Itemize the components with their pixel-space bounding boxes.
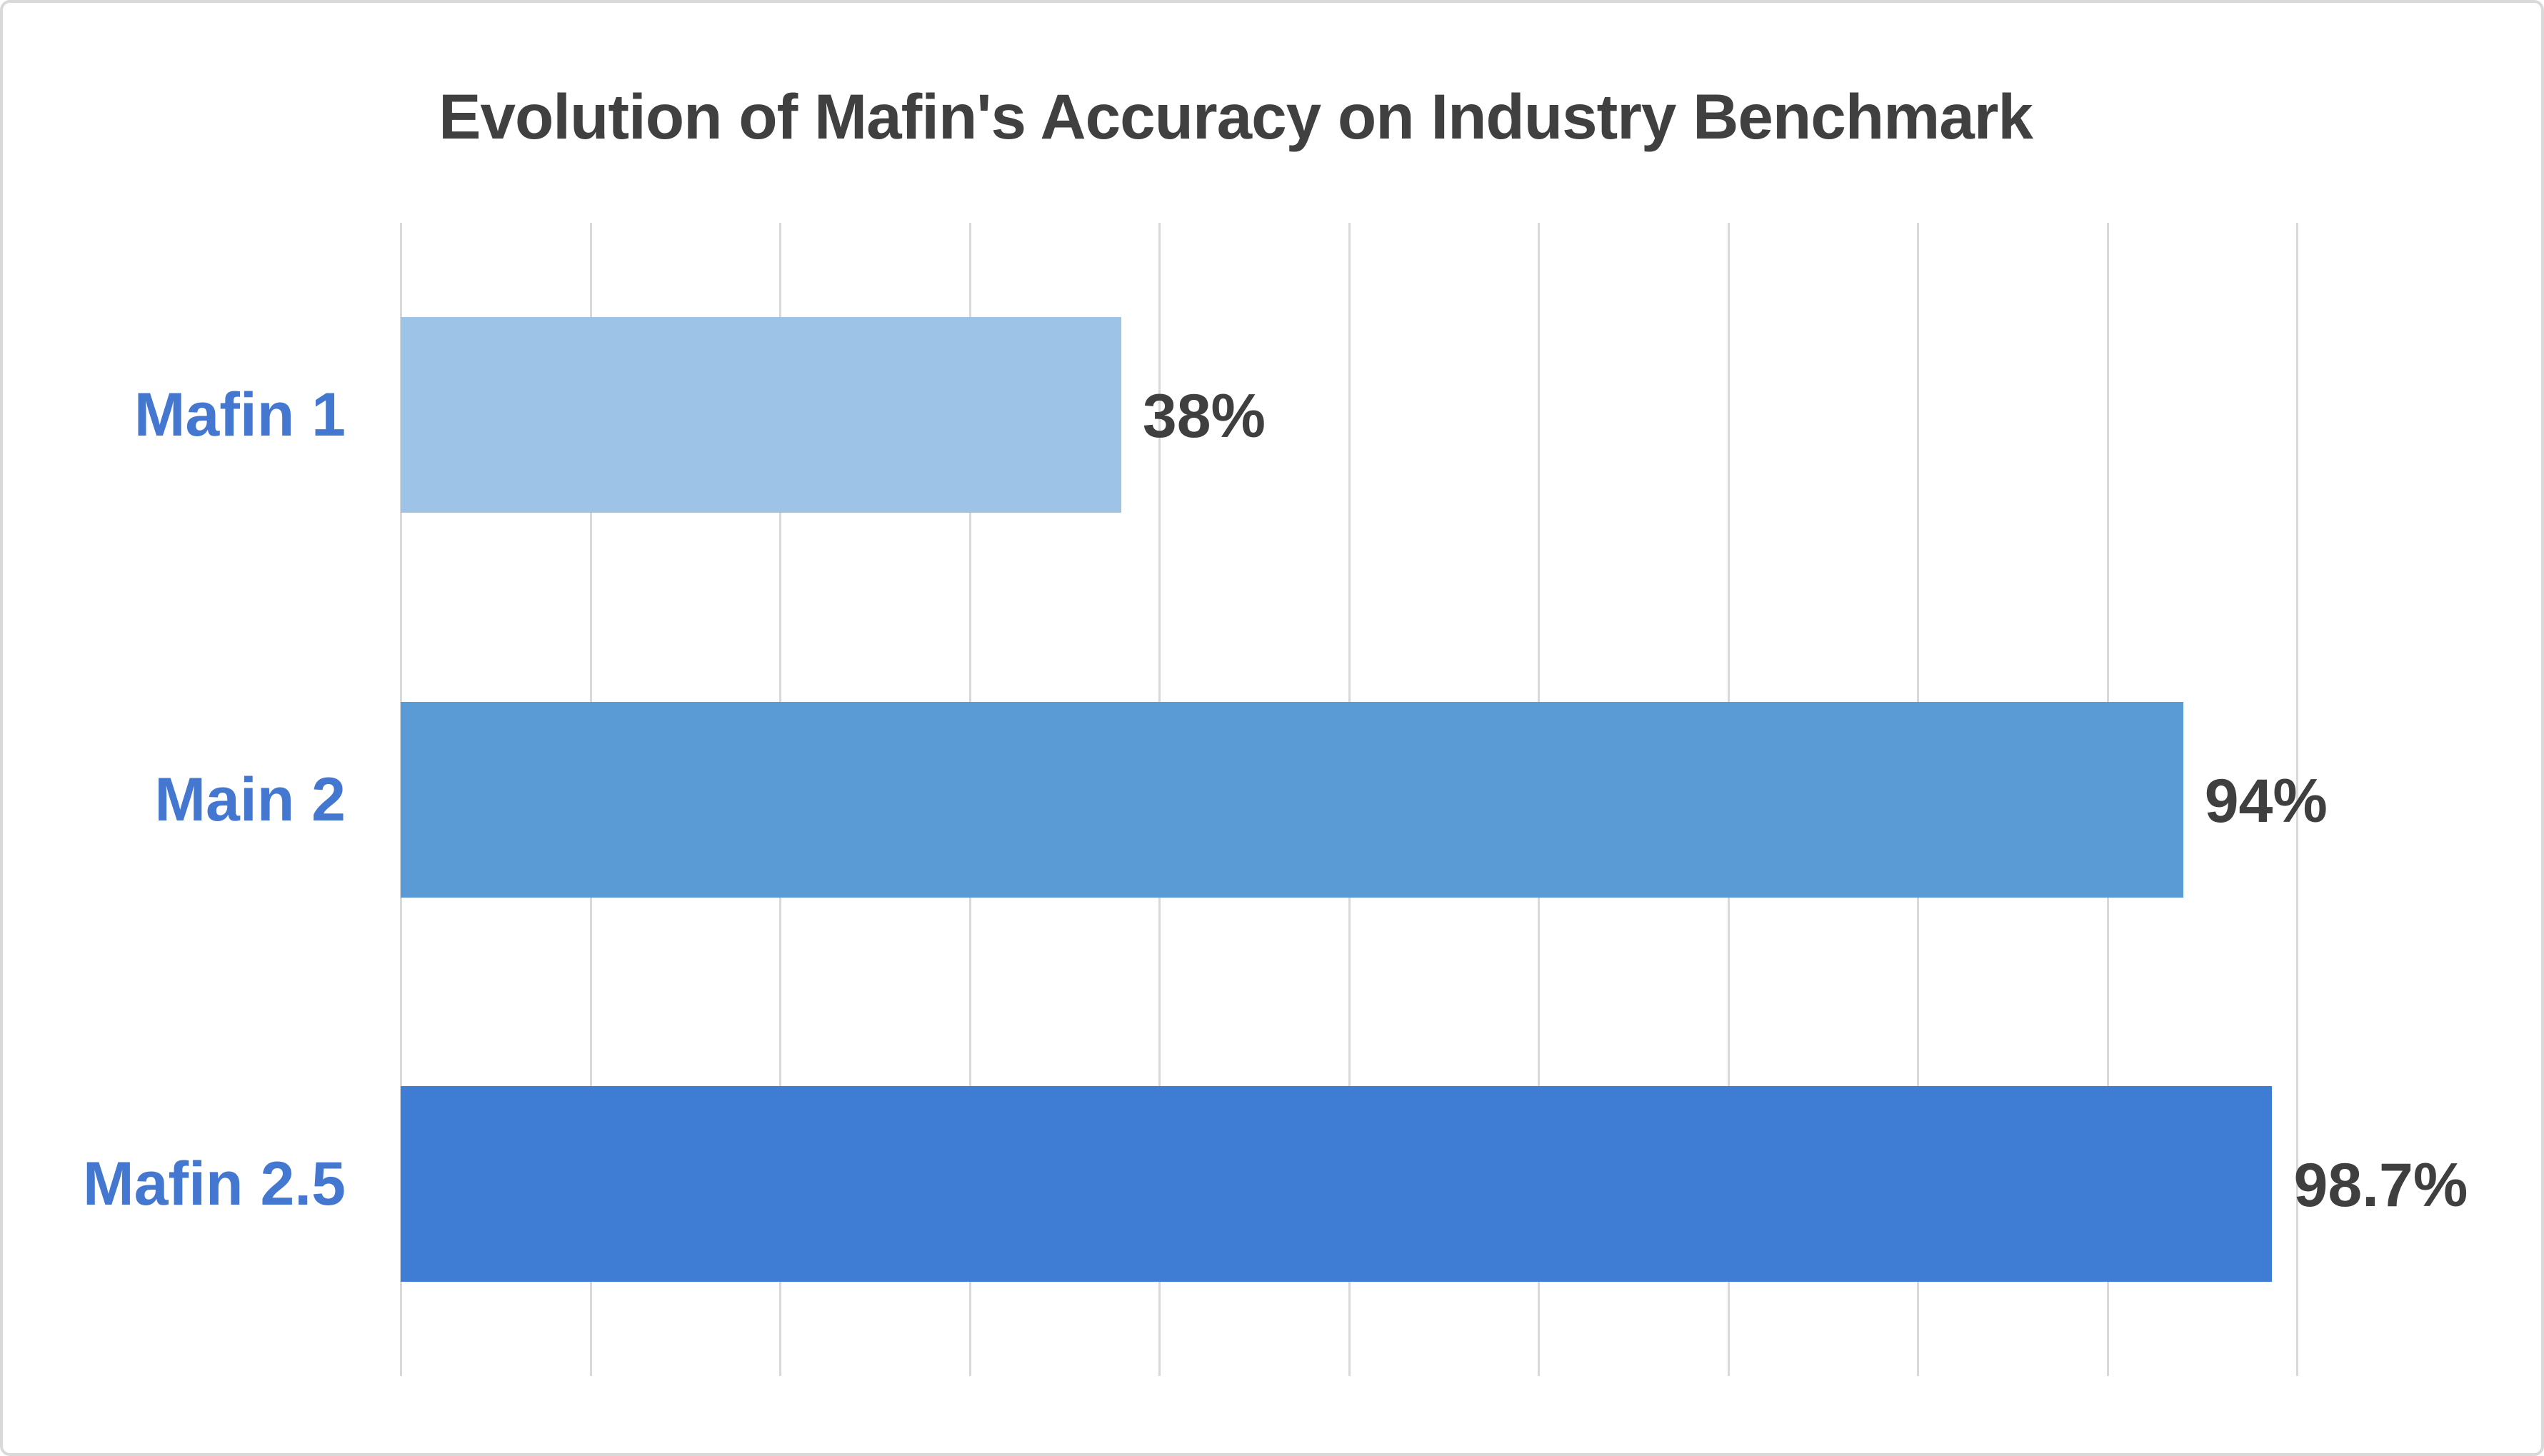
category-label: Mafin 1 [134,381,346,450]
gridline-100 [2296,223,2298,1376]
bar [401,317,1121,513]
bar [401,701,2183,898]
value-label: 38% [1142,382,1266,451]
value-label: 98.7% [2293,1150,2468,1220]
bar [401,1085,2273,1282]
category-label: Main 2 [154,765,346,834]
chart-title: Evolution of Mafin's Accuracy on Industr… [439,81,2033,152]
category-label: Mafin 2.5 [83,1149,346,1218]
value-label: 94% [2204,766,2328,835]
